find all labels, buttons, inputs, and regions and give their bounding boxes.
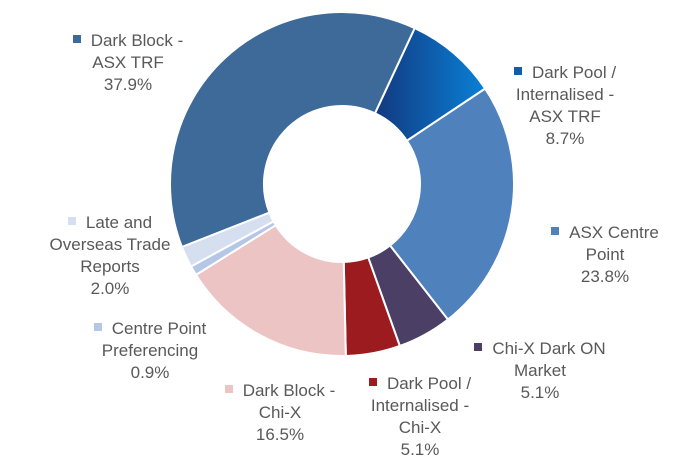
- data-label: Dark Pool / Internalised - ASX TRF 8.7%: [500, 62, 630, 150]
- value-label: 0.9%: [130, 363, 170, 382]
- data-label: Centre Point Preferencing 0.9%: [75, 318, 225, 384]
- legend-marker: [513, 67, 522, 75]
- legend-marker: [72, 35, 81, 43]
- value-label: 37.9%: [103, 75, 153, 94]
- category-label: Dark Block - ASX TRF: [90, 31, 184, 72]
- category-label: Dark Block - Chi-X: [242, 381, 336, 422]
- data-label: Late and Overseas Trade Reports 2.0%: [40, 212, 180, 300]
- data-label: Dark Pool / Internalised - Chi-X 5.1%: [355, 373, 485, 461]
- value-label: 5.1%: [520, 383, 560, 402]
- value-label: 8.7%: [545, 129, 585, 148]
- value-label: 5.1%: [400, 440, 440, 459]
- legend-marker: [474, 343, 483, 351]
- slice: [388, 87, 515, 321]
- category-label: ASX Centre Point: [569, 223, 659, 264]
- value-label: 2.0%: [90, 279, 130, 298]
- legend-marker: [368, 378, 377, 386]
- data-label: Dark Block - ASX TRF 37.9%: [58, 30, 198, 96]
- category-label: Chi-X Dark ON Market: [492, 339, 606, 380]
- data-label: Chi-X Dark ON Market 5.1%: [455, 338, 625, 404]
- category-label: Dark Pool / Internalised - Chi-X: [370, 374, 472, 437]
- legend-marker: [551, 227, 560, 235]
- category-label: Late and Overseas Trade Reports: [49, 213, 171, 276]
- value-label: 23.8%: [580, 267, 630, 286]
- slice: [194, 223, 347, 357]
- data-label: ASX Centre Point 23.8%: [535, 222, 675, 288]
- slice: [169, 11, 417, 249]
- value-label: 16.5%: [255, 425, 305, 444]
- legend-marker: [67, 217, 76, 225]
- legend-marker: [93, 323, 102, 331]
- category-label: Centre Point Preferencing: [101, 319, 207, 360]
- data-label: Dark Block - Chi-X 16.5%: [210, 380, 350, 446]
- legend-marker: [224, 385, 233, 393]
- category-label: Dark Pool / Internalised - ASX TRF: [515, 63, 617, 126]
